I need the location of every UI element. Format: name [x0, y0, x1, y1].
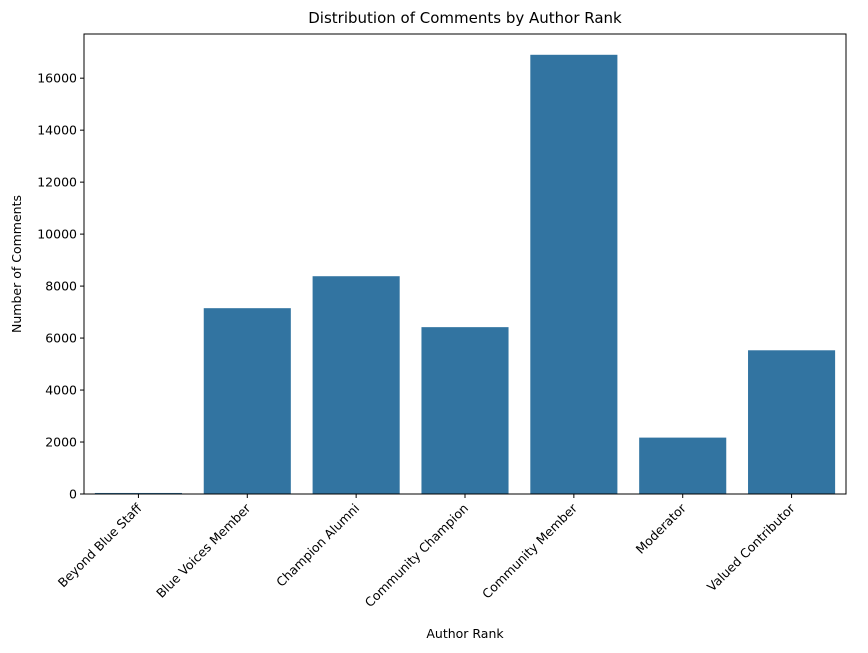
y-axis: 0 2000 4000 6000 8000 10000 12000 14000 16000	[37, 71, 84, 502]
plot-frame	[83, 33, 847, 495]
bar-champion-alumni	[312, 276, 400, 494]
x-tick-label: Valued Contributor	[704, 500, 798, 594]
y-tick-label: 2000	[45, 435, 77, 450]
bar-community-champion	[421, 327, 509, 494]
x-axis: Beyond Blue Staff Blue Voices Member Champ…	[55, 494, 798, 610]
y-tick-label: 16000	[37, 71, 77, 86]
x-tick-label: Moderator	[633, 500, 690, 557]
bar-community-member	[530, 54, 618, 495]
y-tick-label: 6000	[45, 331, 77, 346]
bar-moderator	[639, 437, 727, 494]
x-tick-label: Blue Voices Member	[153, 500, 254, 601]
x-tick-label: Community Member	[479, 500, 581, 602]
y-tick-label: 14000	[37, 123, 77, 138]
x-tick-label: Beyond Blue Staff	[55, 500, 145, 590]
chart-title: Distribution of Comments by Author Rank	[308, 9, 622, 27]
bar-blue-voices-member	[203, 308, 291, 494]
y-tick-label: 10000	[37, 227, 77, 242]
y-axis-label: Number of Comments	[9, 195, 24, 333]
x-tick-label: Community Champion	[362, 501, 471, 610]
bars-group	[94, 54, 836, 495]
y-tick-label: 4000	[45, 383, 77, 398]
x-axis-label: Author Rank	[426, 626, 504, 641]
bar-beyond-blue-staff	[94, 492, 182, 494]
bar-valued-contributor	[748, 350, 836, 494]
y-tick-label: 8000	[45, 279, 77, 294]
x-tick-label: Champion Alumni	[273, 501, 362, 590]
y-tick-label: 12000	[37, 175, 77, 190]
y-tick-label: 0	[69, 487, 77, 502]
